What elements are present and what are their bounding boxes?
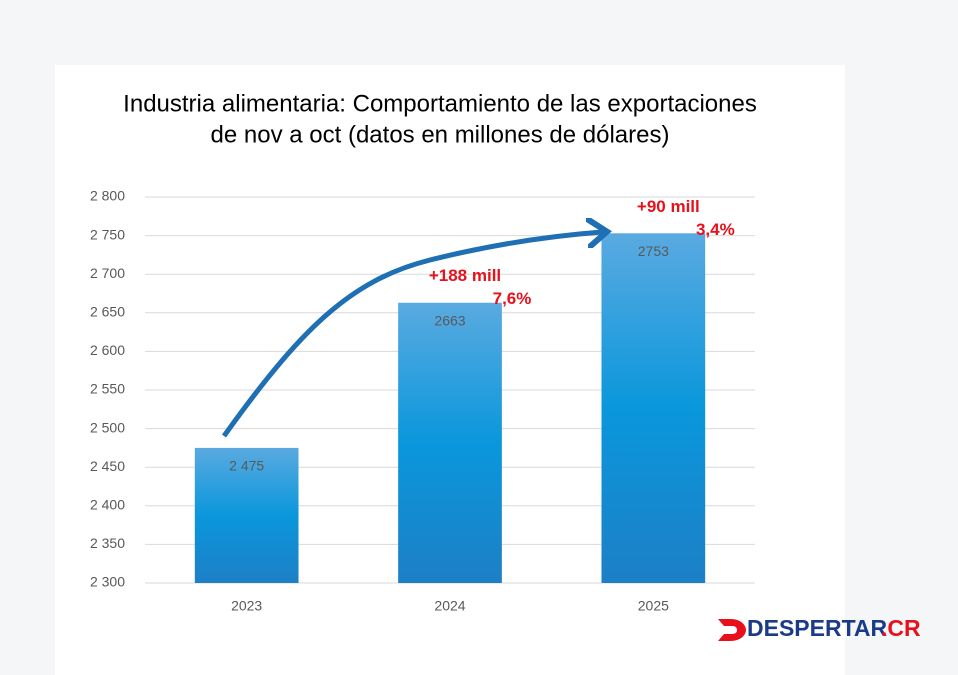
chart-title: de nov a oct (datos en millones de dólar… [211,121,670,148]
y-tick-label: 2 400 [90,497,125,513]
plot: 2 300 2 350 2 400 2 450 2 500 2 550 2 600 2 650… [90,188,755,614]
annotation: 7,6% [493,289,532,308]
y-tick-label: 2 350 [90,535,125,551]
y-tick-label: 2 450 [90,458,125,474]
annotation: +188 mill [429,266,501,285]
value-label: 2 475 [229,458,264,474]
y-tick-label: 2 800 [90,188,125,204]
y-tick-label: 2 500 [90,419,125,435]
y-tick-label: 2 550 [90,381,125,397]
annotation: +90 mill [637,197,700,216]
x-tick-label: 2023 [231,598,262,614]
y-tick-label: 2 650 [90,304,125,320]
logo-icon [718,619,746,641]
bar [398,302,502,583]
logo-text: DESPERTAR [747,615,888,641]
y-tick-label: 2 600 [90,342,125,358]
x-tick-label: 2025 [638,598,669,614]
value-label: 2753 [638,243,669,259]
bar [194,447,299,583]
logo-suffix: .CR [881,615,921,641]
value-label: 2663 [434,312,465,328]
x-tick-label: 2024 [434,598,465,614]
bar [601,233,706,583]
trend-arrow [221,232,602,438]
y-tick-label: 2 300 [90,574,125,590]
annotation: 3,4% [696,220,735,239]
logo: DESPERTAR .CR [718,615,921,641]
chart-title: Industria alimentaria: Comportamiento de… [123,90,757,117]
y-tick-label: 2 750 [90,226,125,242]
y-tick-label: 2 700 [90,265,125,281]
